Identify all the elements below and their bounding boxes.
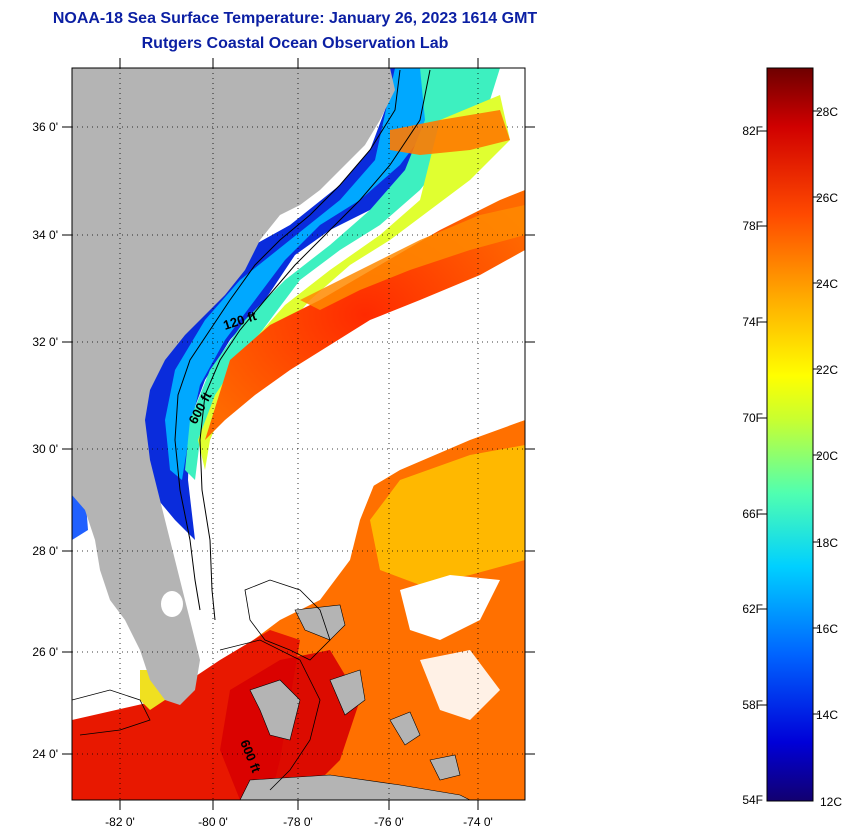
map-title: NOAA-18 Sea Surface Temperature: January… [52, 10, 538, 27]
colorbar-c-24: 24C [816, 277, 838, 291]
lon-label-74: -74 0' [463, 815, 493, 829]
map-gridlines [72, 68, 525, 800]
colorbar-c-18: 18C [816, 536, 838, 550]
lat-label-34: 34 0' [32, 228, 58, 242]
colorbar-f-70: 70F [742, 411, 763, 425]
map-ticks [62, 58, 535, 810]
cloud-cover [220, 280, 525, 540]
lat-label-32: 32 0' [32, 335, 58, 349]
lon-label-76: -76 0' [374, 815, 404, 829]
lon-label-82: -82 0' [105, 815, 135, 829]
colorbar-c-12: 12C [820, 795, 842, 809]
temperature-colorbar: 82F 78F 74F 70F 66F 62F 58F 54F 28C 26C … [742, 67, 842, 809]
colorbar-f-74: 74F [742, 315, 763, 329]
lat-label-28: 28 0' [32, 544, 58, 558]
colorbar-f-78: 78F [742, 219, 763, 233]
lat-label-36: 36 0' [32, 120, 58, 134]
colorbar-c-22: 22C [816, 363, 838, 377]
colorbar-c-16: 16C [816, 622, 838, 636]
land-us-southeast [72, 68, 395, 705]
bahamas-islands [239, 604, 471, 800]
lon-label-80: -80 0' [198, 815, 228, 829]
colorbar-f-54: 54F [742, 793, 763, 807]
colorbar-c-26: 26C [816, 191, 838, 205]
lon-label-78: -78 0' [283, 815, 313, 829]
sst-map [72, 68, 525, 800]
longitude-labels: -82 0' -80 0' -78 0' -76 0' -74 0' [105, 815, 493, 829]
latitude-labels: 36 0' 34 0' 32 0' 30 0' 28 0' 26 0' 24 0… [32, 120, 58, 761]
lat-label-24: 24 0' [32, 747, 58, 761]
colorbar-c-20: 20C [816, 449, 838, 463]
colorbar-f-62: 62F [742, 602, 763, 616]
map-subtitle: Rutgers Coastal Ocean Observation Lab [141, 35, 449, 52]
colorbar-c-28: 28C [816, 105, 838, 119]
contour-600ft [199, 69, 431, 621]
colorbar-f-82: 82F [742, 124, 763, 138]
colorbar-f-58: 58F [742, 698, 763, 712]
lat-label-26: 26 0' [32, 645, 58, 659]
colorbar-c-14: 14C [816, 708, 838, 722]
lat-label-30: 30 0' [32, 442, 58, 456]
contour-120ft [174, 69, 401, 611]
colorbar-f-66: 66F [742, 507, 763, 521]
